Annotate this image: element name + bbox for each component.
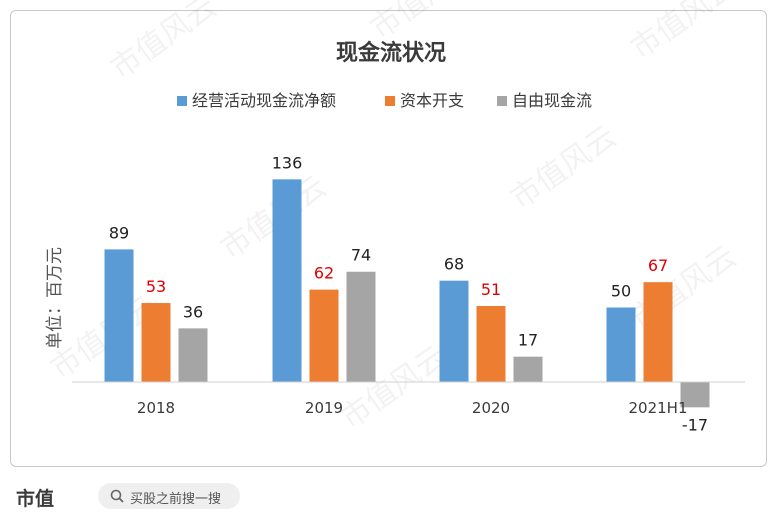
watermark-text: 市值风云 <box>105 0 223 87</box>
search-placeholder: 买股之前搜一搜 <box>130 492 222 507</box>
search-box[interactable]: 买股之前搜一搜 <box>98 483 240 509</box>
legend-label: 资本开支 <box>400 91 464 110</box>
bar <box>643 282 673 382</box>
watermark-text: 市值风云 <box>625 0 743 67</box>
bars <box>104 179 710 408</box>
brand-logo: 市值 <box>16 488 55 510</box>
legend-swatch <box>177 96 187 106</box>
data-label: 17 <box>518 331 538 350</box>
chart-title: 现金流状况 <box>336 40 446 66</box>
search-icon <box>110 489 124 503</box>
footer: 市值 买股之前搜一搜 <box>0 472 782 522</box>
x-tick-label: 2020 <box>472 399 510 417</box>
chart-card <box>10 10 767 467</box>
bar <box>309 289 339 382</box>
bar <box>513 356 543 382</box>
x-tick-label: 2019 <box>305 399 343 417</box>
bar <box>476 306 506 382</box>
x-tick-label: 2018 <box>137 399 175 417</box>
legend: 经营活动现金流净额 资本开支 自由现金流 <box>177 91 592 110</box>
bar <box>680 382 710 408</box>
data-label: 53 <box>146 277 166 296</box>
watermark-text: 市值风云 <box>505 119 623 216</box>
legend-swatch <box>385 96 395 106</box>
x-tick-labels: 2018 2019 2020 2021H1 <box>137 399 688 417</box>
data-label: 62 <box>314 264 334 283</box>
data-label: 89 <box>109 223 129 242</box>
data-labels: 89 53 36 136 62 74 68 51 17 50 67 -17 <box>109 153 708 434</box>
bar <box>606 307 636 382</box>
data-label: 51 <box>481 280 501 299</box>
bar <box>346 271 376 382</box>
legend-label: 自由现金流 <box>512 91 592 110</box>
y-axis-label: 单位：百万元 <box>45 247 65 349</box>
chart: 市值风云市值风云市值风云市值风云市值风云市值风云市值风云市值风云 现金流状况 经… <box>45 0 745 437</box>
data-label: 36 <box>183 302 203 321</box>
data-label: 50 <box>611 282 631 301</box>
watermark-text: 市值风云 <box>365 0 483 47</box>
data-label: -17 <box>682 415 708 434</box>
x-tick-label: 2021H1 <box>629 399 688 417</box>
bar <box>272 179 302 382</box>
data-label: 67 <box>648 256 668 275</box>
legend-swatch <box>497 96 507 106</box>
bar <box>439 280 469 382</box>
bar <box>178 328 208 382</box>
data-label: 68 <box>444 255 464 274</box>
legend-label: 经营活动现金流净额 <box>192 91 336 110</box>
data-label: 74 <box>351 246 371 265</box>
bar <box>141 303 171 382</box>
data-label: 136 <box>272 153 303 172</box>
bar <box>104 249 134 382</box>
watermark-text: 市值风云 <box>625 239 743 336</box>
